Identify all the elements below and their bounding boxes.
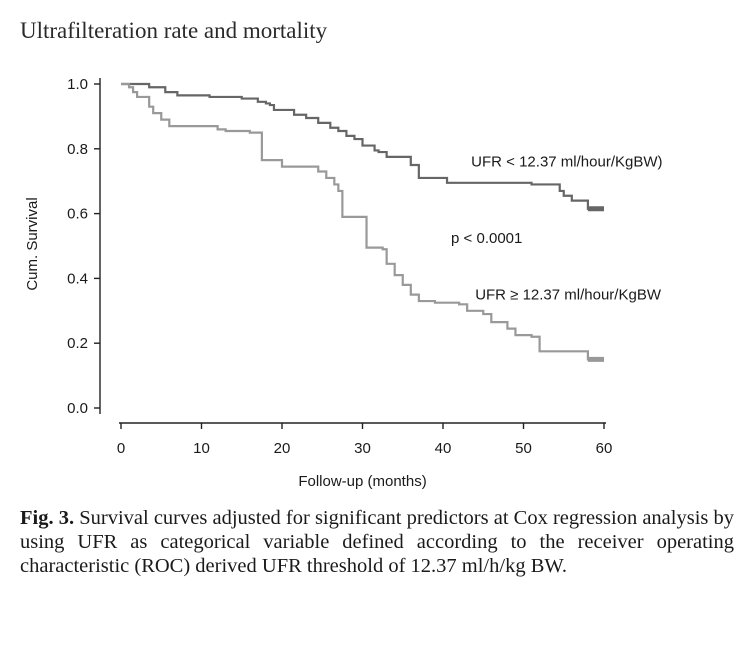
figure-caption-text: Survival curves adjusted for significant… [20,507,735,577]
series-1 [120,82,605,212]
x-tick-label: 60 [596,440,613,457]
y-tick-label: 1.0 [67,76,88,93]
x-tick-label: 50 [515,440,532,457]
x-tick-label: 40 [435,440,452,457]
chart-axes [94,78,606,429]
x-tick-label: 10 [193,440,210,457]
annotation-3: UFR ≥ 12.37 ml/hour/KgBW [475,286,662,303]
chart-curves [120,82,605,362]
y-tick-label: 0.6 [67,206,88,223]
y-tick-label: 0.2 [67,335,88,352]
series-2 [120,82,605,362]
y-axis-label: Cum. Survival [24,197,41,290]
x-tick-label: 30 [354,440,371,457]
y-tick-label: 0.0 [67,400,88,417]
x-tick-label: 20 [274,440,291,457]
chart-labels: 0.0 0.2 0.4 0.6 0.8 1.0 0 10 20 30 40 50 60 Follow-up… [24,76,663,490]
x-tick-label: 0 [117,440,125,457]
x-axis-label: Follow-up (months) [298,473,426,490]
annotation-2: p < 0.0001 [451,230,522,247]
page-title: Ultrafilteration rate and mortality [20,18,328,43]
y-tick-label: 0.8 [67,141,88,158]
y-tick-label: 0.4 [67,270,88,287]
survival-curve [121,82,604,210]
figure-label: Fig. 3. [20,507,75,529]
survival-chart: 0.0 0.2 0.4 0.6 0.8 1.0 0 10 20 30 40 50 60 Follow-up… [24,76,663,490]
annotation-1: UFR < 12.37 ml/hour/KgBW) [471,154,662,171]
survival-curve [121,82,604,361]
figure-caption: Fig. 3. Survival curves adjusted for sig… [20,506,734,578]
